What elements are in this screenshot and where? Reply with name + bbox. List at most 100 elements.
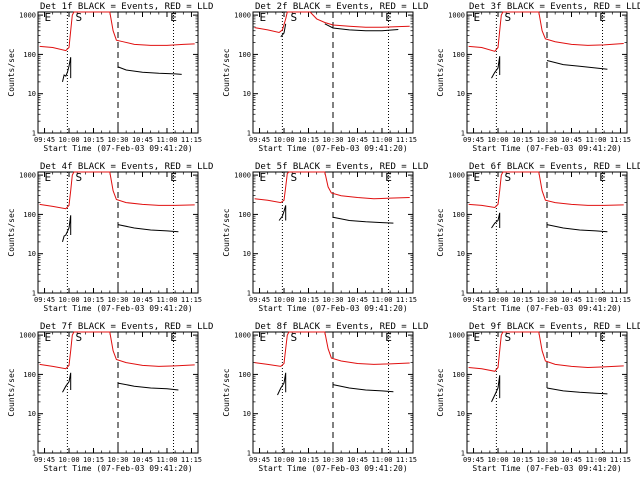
y-tick-label: 1 (32, 450, 36, 458)
x-tick-label: 10:45 (347, 136, 368, 144)
panel-det-8: Det 8f BLACK = Events, RED = LLD Start Ti… (222, 322, 428, 473)
marker-label: E (385, 11, 392, 24)
y-axis-label: Counts/sec (436, 368, 445, 416)
y-tick-label: 1000 (234, 172, 251, 180)
y-tick-label: 10 (28, 410, 36, 418)
x-tick-label: 10:45 (561, 456, 582, 464)
x-tick-label: 10:45 (561, 136, 582, 144)
y-tick-label: 1 (247, 290, 251, 298)
x-tick-label: 10:30 (322, 456, 343, 464)
marker-label: S (505, 331, 512, 344)
y-tick-label: 1 (247, 130, 251, 138)
y-tick-label: 100 (238, 51, 251, 59)
y-axis-label: Counts/sec (222, 48, 231, 96)
x-tick-label: 10:45 (347, 456, 368, 464)
y-tick-label: 1 (247, 450, 251, 458)
x-tick-label: 09:45 (249, 136, 270, 144)
panel-det-4: Det 4f BLACK = Events, RED = LLD Start Ti… (7, 162, 213, 313)
series-line-events (491, 212, 608, 233)
x-tick-label: 11:00 (156, 296, 177, 304)
marker-label: E (170, 11, 177, 24)
series-line-events (62, 372, 179, 393)
y-axis-label: Counts/sec (436, 48, 445, 96)
y-tick-label: 100 (452, 371, 465, 379)
x-tick-label: 10:30 (322, 296, 343, 304)
x-axis-label: Start Time (07-Feb-03 09:41:20) (258, 144, 407, 153)
y-tick-label: 1000 (19, 12, 36, 20)
x-tick-label: 10:15 (512, 456, 533, 464)
x-tick-label: 11:00 (371, 136, 392, 144)
x-tick-label: 11:15 (610, 136, 631, 144)
x-tick-label: 10:30 (107, 136, 128, 144)
series-line-lld (39, 331, 195, 370)
x-axis-label: Start Time (07-Feb-03 09:41:20) (258, 464, 407, 473)
x-tick-label: 11:15 (610, 456, 631, 464)
y-tick-label: 10 (457, 90, 465, 98)
chart-title: Det 1f BLACK = Events, RED = LLD (40, 2, 213, 12)
x-tick-label: 10:15 (298, 296, 319, 304)
x-axis-label: Start Time (07-Feb-03 09:41:20) (472, 464, 621, 473)
y-tick-label: 100 (238, 371, 251, 379)
x-tick-label: 10:15 (298, 456, 319, 464)
y-tick-label: 1000 (448, 12, 465, 20)
x-tick-label: 10:45 (561, 296, 582, 304)
x-tick-label: 10:00 (58, 456, 79, 464)
x-tick-label: 11:15 (396, 456, 417, 464)
x-tick-label: 09:45 (34, 456, 55, 464)
x-tick-label: 10:45 (132, 136, 153, 144)
panel-det-5: Det 5f BLACK = Events, RED = LLD Start Ti… (222, 162, 428, 313)
marker-label: E (44, 171, 51, 184)
series-line-lld (39, 171, 195, 210)
y-tick-label: 10 (28, 250, 36, 258)
x-tick-label: 10:15 (83, 456, 104, 464)
y-tick-label: 1000 (234, 12, 251, 20)
y-tick-label: 1000 (19, 172, 36, 180)
marker-label: E (259, 171, 266, 184)
x-tick-label: 09:45 (463, 136, 484, 144)
y-tick-label: 10 (457, 250, 465, 258)
y-axis-label: Counts/sec (7, 368, 16, 416)
y-tick-label: 10 (243, 410, 251, 418)
panel-det-2: Det 2f BLACK = Events, RED = LLD Start Ti… (222, 2, 428, 153)
x-tick-label: 10:30 (536, 296, 557, 304)
y-tick-label: 100 (23, 211, 36, 219)
y-tick-label: 10 (457, 410, 465, 418)
x-tick-label: 10:00 (58, 136, 79, 144)
marker-label: E (44, 331, 51, 344)
x-tick-label: 10:00 (487, 296, 508, 304)
x-tick-label: 10:00 (487, 136, 508, 144)
y-tick-label: 10 (243, 250, 251, 258)
y-tick-label: 10 (243, 90, 251, 98)
x-tick-label: 10:15 (298, 136, 319, 144)
series-line-events (62, 215, 179, 243)
marker-label: E (599, 331, 606, 344)
x-tick-label: 11:15 (396, 136, 417, 144)
series-line-events (491, 56, 608, 79)
y-tick-label: 100 (23, 371, 36, 379)
series-line-lld (254, 171, 410, 204)
marker-label: E (44, 11, 51, 24)
x-tick-label: 10:00 (273, 136, 294, 144)
x-axis-label: Start Time (07-Feb-03 09:41:20) (258, 304, 407, 313)
x-axis-label: Start Time (07-Feb-03 09:41:20) (43, 304, 192, 313)
x-tick-label: 10:45 (347, 296, 368, 304)
x-tick-label: 11:00 (156, 456, 177, 464)
chart-title: Det 8f BLACK = Events, RED = LLD (255, 322, 428, 332)
y-axis-label: Counts/sec (7, 208, 16, 256)
y-tick-label: 100 (23, 51, 36, 59)
series-line-events (62, 57, 182, 83)
x-tick-label: 09:45 (34, 136, 55, 144)
marker-label: S (291, 171, 298, 184)
marker-label: S (291, 11, 298, 24)
x-tick-label: 09:45 (463, 296, 484, 304)
x-tick-label: 11:15 (610, 296, 631, 304)
x-tick-label: 09:45 (463, 456, 484, 464)
y-tick-label: 100 (238, 211, 251, 219)
marker-label: S (505, 171, 512, 184)
series-line-lld (468, 171, 624, 209)
panel-det-3: Det 3f BLACK = Events, RED = LLD Start Ti… (436, 2, 640, 153)
series-line-lld (468, 11, 624, 52)
y-axis-label: Counts/sec (436, 208, 445, 256)
x-tick-label: 10:45 (132, 296, 153, 304)
